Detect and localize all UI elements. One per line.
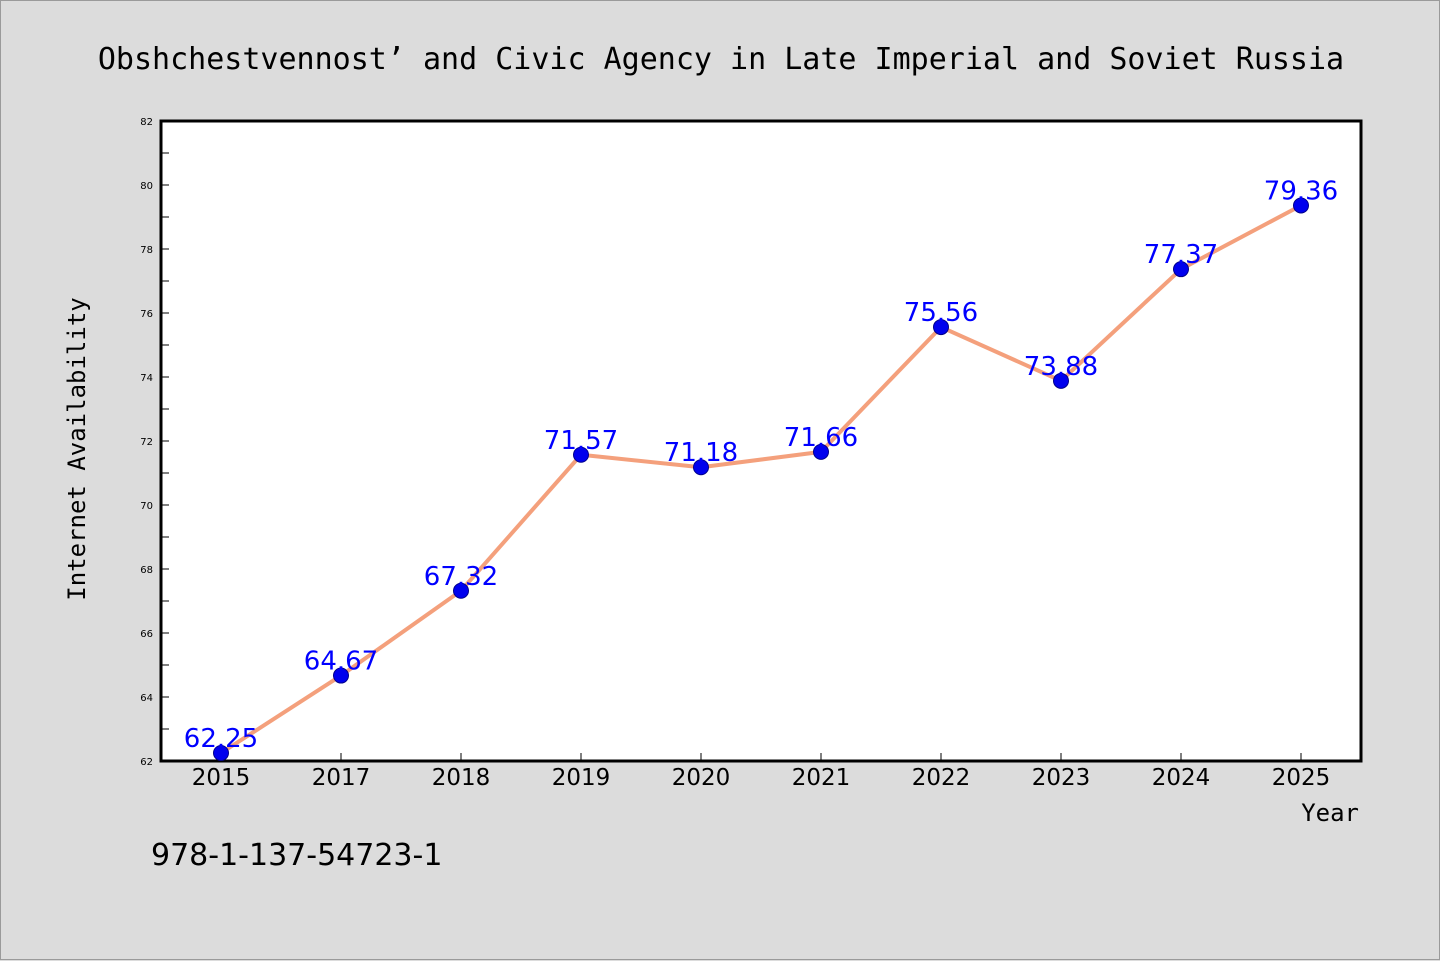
data-label: 79.36 — [1264, 176, 1338, 206]
data-point — [693, 459, 709, 476]
y-tick-label: 76 — [140, 309, 153, 320]
x-tick-label: 2024 — [1152, 765, 1211, 791]
y-tick-label: 70 — [140, 501, 153, 512]
x-tick-label: 2017 — [312, 765, 371, 791]
series-line — [219, 203, 1303, 755]
x-tick-label: 2025 — [1272, 765, 1331, 791]
data-label: 75.56 — [904, 298, 978, 328]
y-tick-label: 72 — [140, 437, 153, 448]
data-label: 77.37 — [1144, 240, 1218, 270]
data-point — [453, 582, 469, 599]
x-axis-label: Year — [1301, 799, 1359, 827]
y-tick-label: 64 — [140, 693, 153, 704]
x-tick-label: 2020 — [672, 765, 731, 791]
data-point — [333, 667, 349, 684]
data-point — [933, 319, 949, 336]
x-tick-label: 2019 — [552, 765, 611, 791]
data-labels: 62.25 64.67 67.32 71.57 71.18 71.66 75.56 73.88… — [184, 176, 1338, 754]
chart-title: Obshchestvennost’ and Civic Agency in La… — [98, 42, 1344, 77]
y-tick-label: 74 — [140, 373, 153, 384]
data-label: 67.32 — [424, 562, 498, 592]
footer-code: 978-1-137-54723-1 — [151, 838, 442, 873]
data-label: 73.88 — [1024, 352, 1098, 382]
data-point — [813, 443, 829, 460]
x-axis: 2015 2017 2018 2019 2020 2021 2022 2023 2024 2025 — [192, 753, 1331, 791]
data-point — [1293, 197, 1309, 214]
x-tick-label: 2015 — [192, 765, 251, 791]
y-tick-label: 80 — [140, 181, 153, 192]
plot-area — [159, 119, 1363, 763]
x-tick-label: 2022 — [912, 765, 971, 791]
y-tick-label: 68 — [140, 565, 153, 576]
x-tick-label: 2021 — [792, 765, 851, 791]
data-point — [1053, 372, 1069, 389]
data-label: 62.25 — [184, 724, 258, 754]
y-tick-label: 82 — [140, 117, 153, 128]
y-tick-label: 78 — [140, 245, 153, 256]
data-label: 71.57 — [544, 426, 618, 456]
y-tick-label: 62 — [140, 757, 153, 768]
data-label: 71.18 — [664, 438, 738, 468]
data-label: 71.66 — [784, 423, 858, 453]
data-point — [1173, 261, 1189, 278]
y-axis-label: Internet Availability — [63, 297, 91, 600]
series-internet-availability — [213, 197, 1309, 761]
data-point — [573, 446, 589, 463]
y-axis: 62 64 66 68 70 72 74 76 78 80 82 — [140, 117, 169, 768]
x-tick-label: 2023 — [1032, 765, 1091, 791]
x-tick-label: 2018 — [432, 765, 491, 791]
data-label: 64.67 — [304, 647, 378, 677]
data-point — [213, 745, 229, 761]
y-tick-label: 66 — [140, 629, 153, 640]
